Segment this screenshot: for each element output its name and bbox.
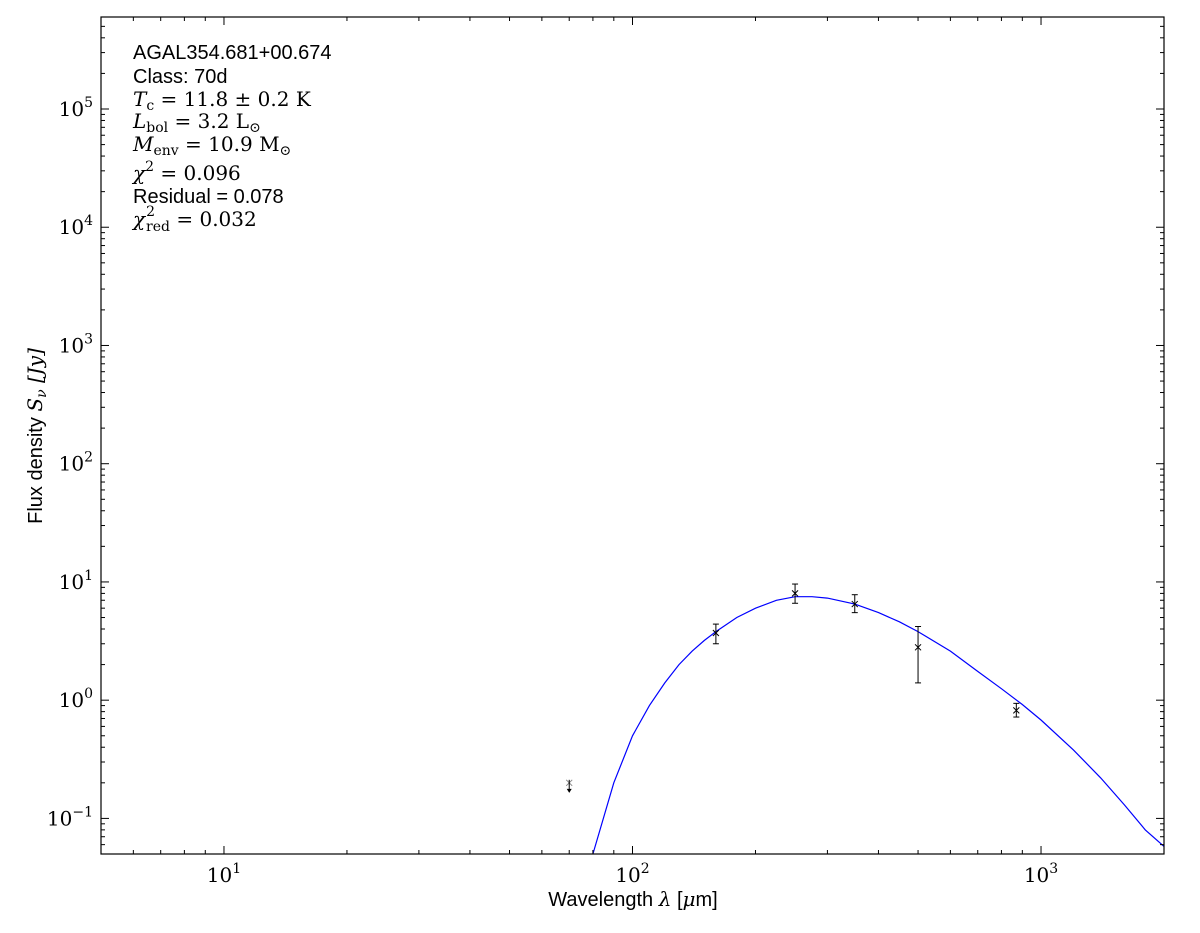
annotation-block: AGAL354.681+00.674 Class: 70d Tc = 11.8 …: [131, 42, 332, 235]
x-axis-label: Wavelength λ [μm]: [548, 887, 717, 911]
model-layer: [592, 596, 1164, 854]
luminosity-label: Lbol = 3.2 L⊙: [132, 109, 261, 136]
y-tick-label: 101: [59, 568, 93, 594]
marker-x-b: [914, 643, 922, 651]
chi-square-label: χ2 = 0.096: [131, 159, 241, 185]
data-point: [914, 625, 922, 684]
limit-arrow-head: [566, 788, 572, 793]
source-name: AGAL354.681+00.674: [133, 42, 332, 64]
points-layer: [565, 583, 1020, 793]
y-tick-label: 103: [59, 331, 93, 357]
reduced-chi-square-label: χ2 red = 0.032: [131, 204, 257, 235]
marker-x-b: [851, 600, 859, 608]
marker-x-b: [791, 590, 799, 597]
x-tick-label: 102: [615, 861, 649, 887]
ticks-layer: 101 102 103 10−1 100 101 102 103 104 105: [47, 16, 1165, 887]
data-point: [712, 623, 720, 645]
y-tick-label: 104: [59, 213, 93, 239]
y-tick-label: 105: [59, 95, 93, 121]
y-tick-label: 100: [59, 686, 93, 712]
y-tick-label: 10−1: [47, 804, 93, 830]
data-point: [791, 583, 799, 604]
residual-label: Residual = 0.078: [133, 186, 284, 208]
data-point: [851, 594, 859, 614]
upper-limit-point: [565, 779, 573, 793]
x-tick-label: 101: [207, 861, 241, 887]
y-axis-label: Flux density Sν [Jy]: [23, 348, 50, 524]
data-point: [1012, 702, 1020, 718]
temperature-label: Tc = 11.8 ± 0.2 K: [133, 87, 312, 114]
model-curve: [592, 596, 1164, 854]
y-tick-label: 102: [59, 450, 93, 476]
marker-x-b: [1012, 707, 1020, 714]
envelope-mass-label: Menv = 10.9 M⊙: [132, 132, 291, 159]
marker-x-b: [712, 629, 720, 637]
class-label: Class: 70d: [133, 66, 228, 88]
x-tick-label: 103: [1024, 861, 1058, 887]
